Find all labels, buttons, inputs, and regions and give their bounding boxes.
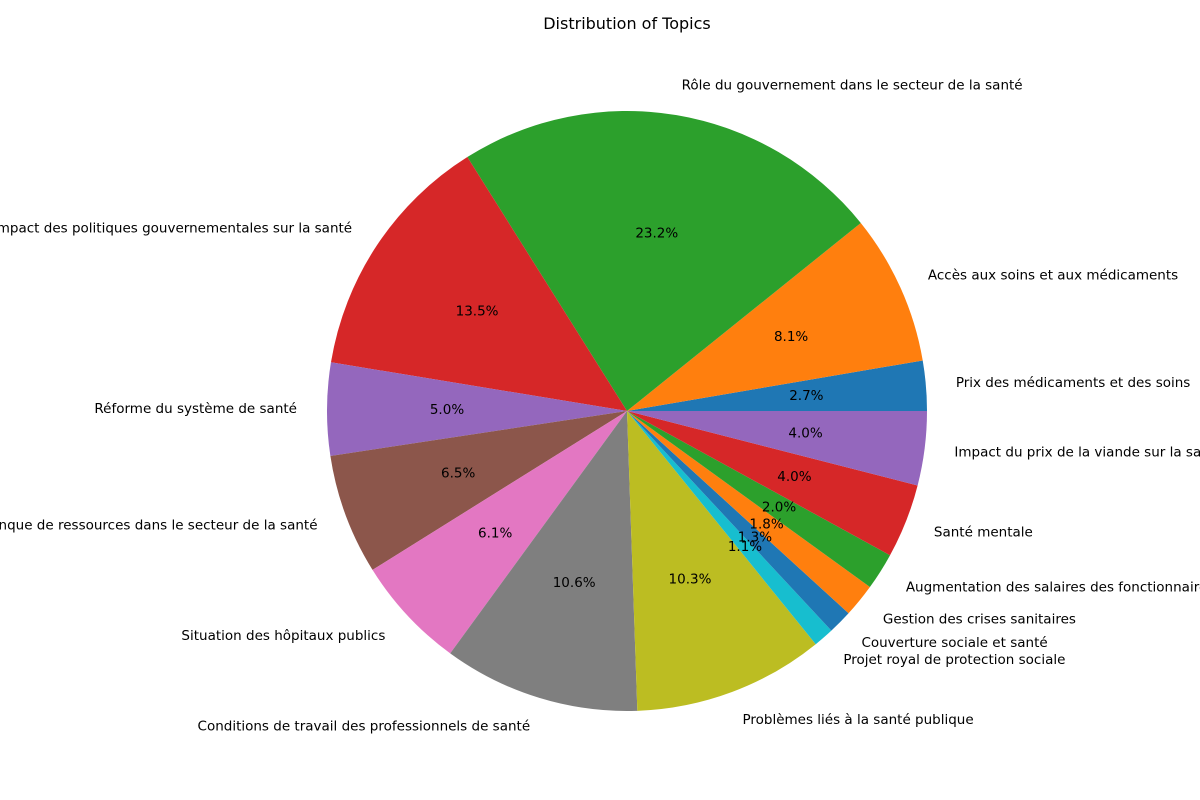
chart-title: Distribution of Topics [543,14,711,33]
slice-percent-label: 4.0% [788,426,822,442]
slice-percent-label: 10.3% [669,572,712,588]
slice-percent-label: 23.2% [635,225,678,241]
pie-slice [330,411,627,570]
slices-layer [327,111,927,711]
slice-label: Couverture sociale et santé [861,635,1047,651]
pie-slice [627,360,927,411]
pie-slice [372,411,627,654]
pie-slice [627,411,832,645]
slice-label: Impact du prix de la viande sur la santé [954,444,1200,460]
slice-label: Impact des politiques gouvernementales s… [0,220,352,236]
slice-percent-label: 4.0% [777,469,811,485]
slice-percent-label: 1.1% [728,539,762,555]
slice-percent-label: 1.3% [738,530,772,546]
slice-label: Situation des hôpitaux publics [181,628,385,644]
slice-label: Rôle du gouvernement dans le secteur de … [682,78,1023,94]
slice-label: Réforme du système de santé [94,401,297,417]
slice-percent-label: 5.0% [430,402,464,418]
pie-slice [627,411,891,588]
percent-labels-layer: 2.7% 8.1% 23.2% 13.5% 5.0% 6.5% 6.1% 10.6% 10.3%… [430,225,824,591]
slice-label: Problèmes liés à la santé publique [742,712,973,728]
pie-slice [450,411,638,711]
slice-label: Augmentation des salaires des fonctionna… [906,580,1200,596]
slice-percent-label: 2.0% [762,499,796,515]
pie-slice [327,362,627,456]
slice-percent-label: 6.5% [441,465,475,481]
labels-layer: Prix des médicaments et des soins Accès a… [0,78,1200,735]
slice-percent-label: 8.1% [774,329,808,345]
slice-percent-label: 2.7% [789,388,823,404]
slice-label: Projet royal de protection sociale [843,652,1065,668]
pie-slice [627,411,870,614]
slice-percent-label: 6.1% [478,526,512,542]
slice-percent-label: 13.5% [456,303,499,319]
pie-slice [627,411,927,486]
slice-label: Accès aux soins et aux médicaments [928,267,1178,283]
pie-slice [627,223,923,411]
slice-percent-label: 10.6% [553,575,596,591]
slice-label: Manque de ressources dans le secteur de … [0,517,317,533]
slice-label: Santé mentale [934,524,1033,540]
slice-label: Gestion des crises sanitaires [883,611,1076,627]
slice-label: Conditions de travail des professionnels… [198,718,531,734]
slice-percent-label: 1.8% [749,517,783,533]
slice-label: Prix des médicaments et des soins [956,375,1191,391]
pie-slice [627,411,918,556]
pie-slice [330,157,627,411]
pie-slice [627,411,849,631]
pie-slice [467,111,861,411]
pie-slice [627,411,816,711]
